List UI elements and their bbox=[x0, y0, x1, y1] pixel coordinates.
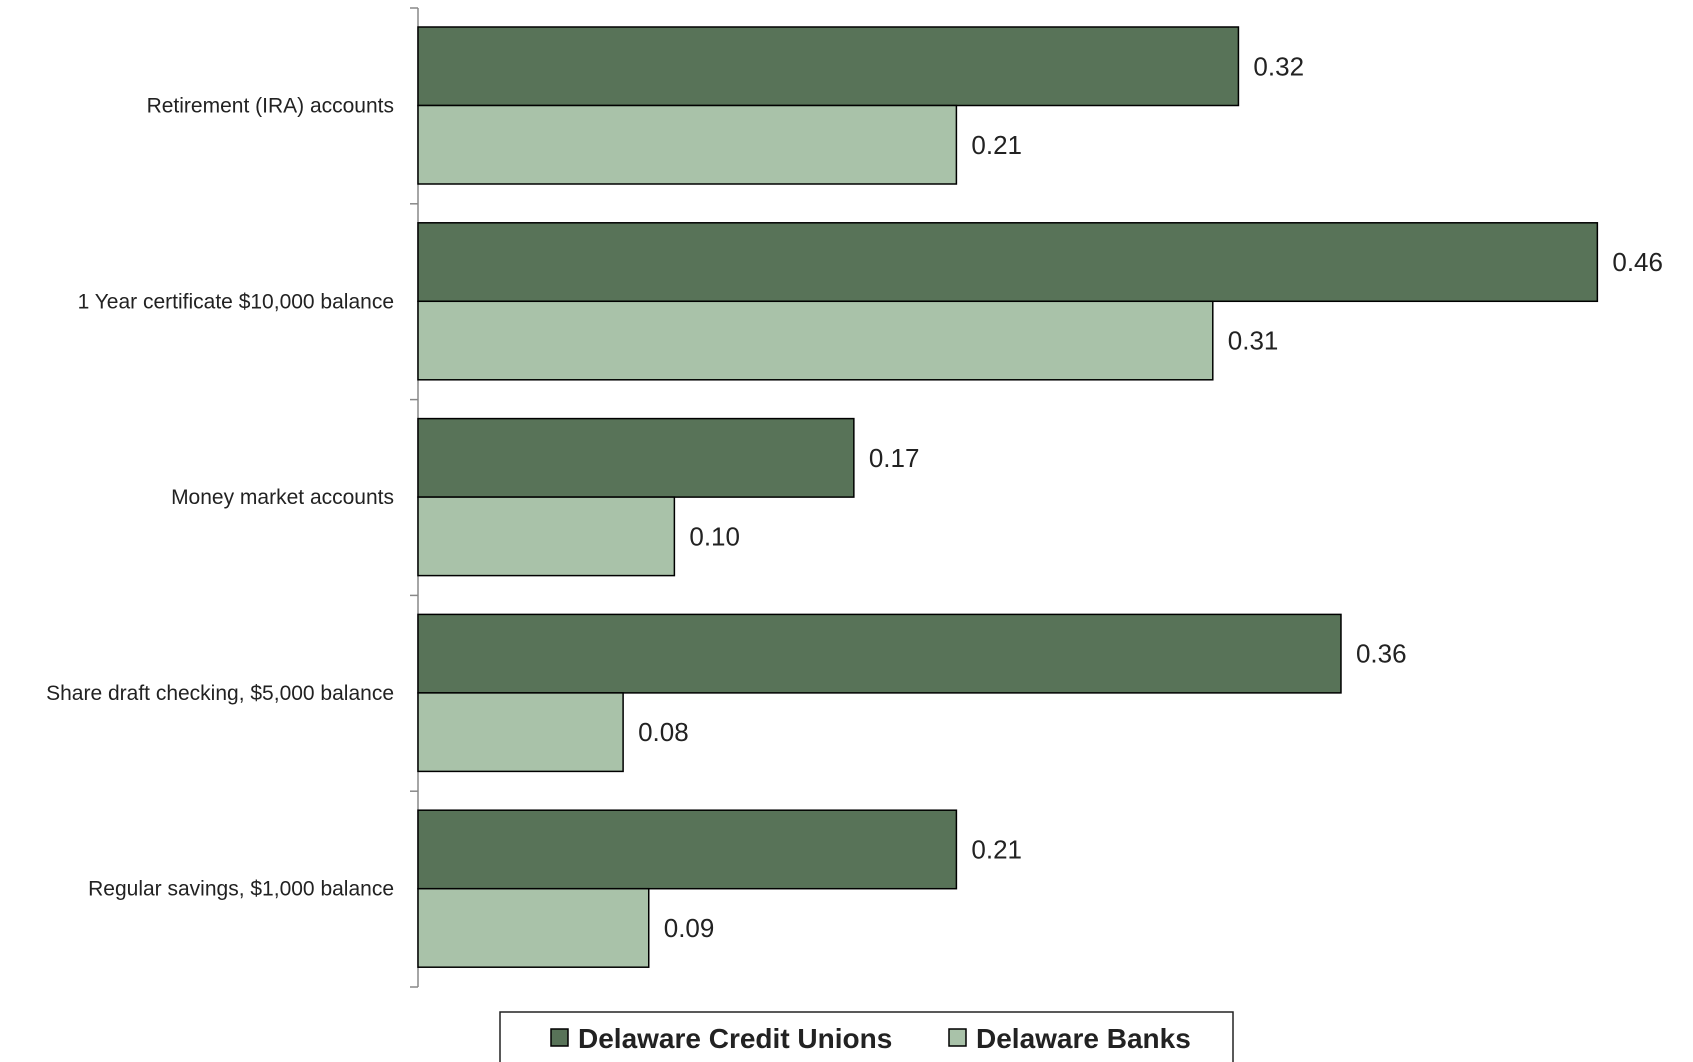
data-label: 0.46 bbox=[1612, 247, 1663, 277]
data-label: 0.36 bbox=[1356, 639, 1407, 669]
data-label: 0.31 bbox=[1228, 326, 1279, 356]
data-label: 0.08 bbox=[638, 717, 689, 747]
data-label: 0.09 bbox=[664, 913, 715, 943]
y-axis bbox=[410, 7, 419, 988]
legend-label-delaware-banks: Delaware Banks bbox=[976, 1023, 1191, 1054]
data-label: 0.17 bbox=[869, 443, 920, 473]
category-label: Share draft checking, $5,000 balance bbox=[46, 682, 394, 705]
category-label: Retirement (IRA) accounts bbox=[147, 95, 394, 118]
data-label: 0.21 bbox=[971, 130, 1022, 160]
bar-delaware-credit-unions-regular-savings-1-000-balance bbox=[417, 809, 958, 890]
bar-delaware-banks-money-market-accounts bbox=[417, 496, 676, 577]
bar-delaware-credit-unions-retirement-ira-accounts bbox=[417, 26, 1240, 107]
bar-delaware-banks-retirement-ira-accounts bbox=[417, 104, 958, 185]
bar-delaware-credit-unions-share-draft-checking-5-000-balance bbox=[417, 613, 1342, 694]
bar-delaware-credit-unions-1-year-certificate-10-000-balance bbox=[417, 222, 1599, 303]
bars bbox=[417, 26, 1599, 968]
category-label: Money market accounts bbox=[171, 486, 394, 509]
labels: 0.32 0.21 Retirement (IRA) accounts 0.46 0.3… bbox=[46, 51, 1663, 943]
data-label: 0.32 bbox=[1253, 51, 1304, 81]
bar-delaware-banks-share-draft-checking-5-000-balance bbox=[417, 692, 624, 773]
category-label: 1 Year certificate $10,000 balance bbox=[78, 290, 394, 313]
legend-label-delaware-credit-unions: Delaware Credit Unions bbox=[578, 1023, 892, 1054]
bar-delaware-banks-1-year-certificate-10-000-balance bbox=[417, 300, 1214, 381]
data-label: 0.10 bbox=[689, 521, 740, 551]
legend-swatch-delaware-credit-unions bbox=[550, 1028, 569, 1047]
legend-swatch-delaware-banks bbox=[948, 1028, 967, 1047]
bar-delaware-credit-unions-money-market-accounts bbox=[417, 417, 855, 498]
bar-delaware-banks-regular-savings-1-000-balance bbox=[417, 887, 650, 968]
legend-box bbox=[499, 1011, 1234, 1062]
data-label: 0.21 bbox=[971, 834, 1022, 864]
legend: Delaware Credit Unions Delaware Banks bbox=[499, 1011, 1234, 1062]
category-label: Regular savings, $1,000 balance bbox=[88, 878, 394, 901]
